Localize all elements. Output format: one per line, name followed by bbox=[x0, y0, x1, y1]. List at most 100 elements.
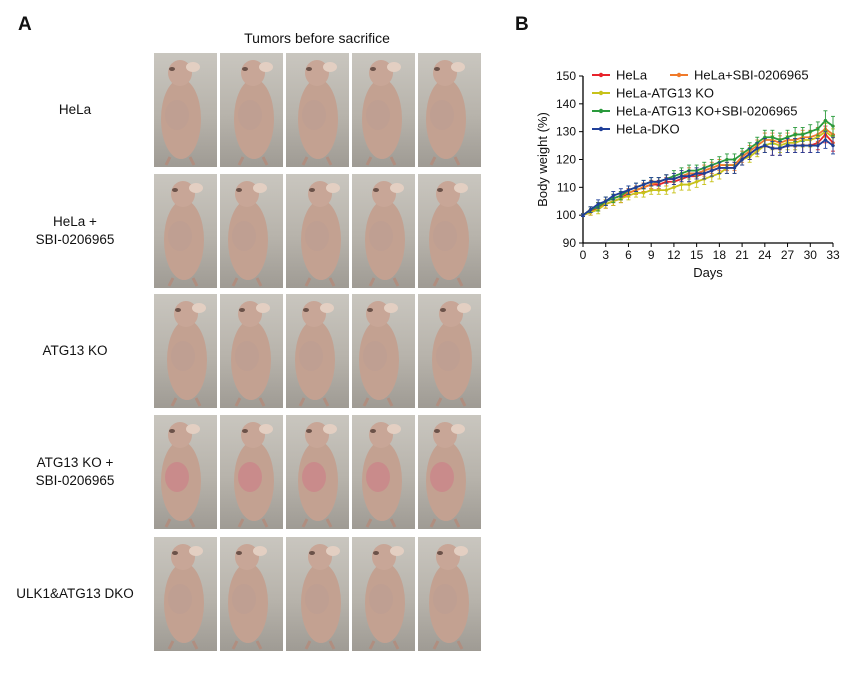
x-axis-label: Days bbox=[693, 265, 723, 280]
x-tick-label: 6 bbox=[625, 248, 632, 262]
mouse-photo bbox=[418, 174, 481, 288]
legend-marker bbox=[676, 72, 682, 78]
data-point bbox=[664, 177, 668, 181]
x-tick-label: 12 bbox=[667, 248, 681, 262]
x-tick-label: 24 bbox=[758, 248, 772, 262]
data-point bbox=[695, 171, 699, 176]
y-tick-label: 150 bbox=[556, 69, 576, 83]
data-point bbox=[611, 194, 615, 198]
row-label: HeLa bbox=[0, 101, 150, 119]
data-point bbox=[763, 143, 767, 148]
data-point bbox=[793, 143, 797, 148]
y-tick-label: 120 bbox=[556, 153, 576, 167]
x-tick-label: 33 bbox=[826, 248, 840, 262]
row-label-line: SBI-0206965 bbox=[35, 232, 115, 247]
data-point bbox=[596, 202, 600, 206]
data-point bbox=[770, 135, 774, 139]
data-point bbox=[672, 185, 676, 189]
mouse-photo bbox=[352, 174, 415, 288]
data-point bbox=[619, 191, 623, 195]
data-point bbox=[801, 132, 805, 137]
data-point bbox=[793, 132, 797, 137]
mouse-photo bbox=[220, 537, 283, 651]
legend-label: HeLa bbox=[616, 68, 648, 83]
mouse-photo bbox=[154, 537, 217, 651]
data-point bbox=[581, 213, 585, 217]
data-point bbox=[664, 188, 668, 192]
data-point bbox=[649, 180, 653, 184]
legend-label: HeLa-ATG13 KO bbox=[616, 86, 714, 101]
row-label-line: SBI-0206965 bbox=[35, 473, 115, 488]
mouse-photo bbox=[154, 415, 217, 529]
mouse-photo bbox=[220, 53, 283, 167]
mouse-photo bbox=[154, 53, 217, 167]
x-tick-label: 0 bbox=[580, 248, 587, 262]
mouse-photo bbox=[220, 415, 283, 529]
y-tick-label: 140 bbox=[556, 97, 576, 111]
data-point bbox=[642, 182, 646, 187]
row-label-line: HeLa + bbox=[53, 214, 97, 229]
mouse-photo bbox=[154, 294, 217, 408]
mouse-photo bbox=[352, 294, 415, 408]
data-point bbox=[695, 180, 699, 184]
row-label: ATG13 KO bbox=[0, 342, 150, 360]
y-tick-label: 100 bbox=[556, 208, 576, 222]
row-label-line: ATG13 KO + bbox=[36, 455, 114, 470]
data-point bbox=[657, 188, 661, 192]
data-point bbox=[626, 188, 631, 192]
data-point bbox=[687, 174, 691, 178]
mouse-photo bbox=[220, 294, 283, 408]
data-point bbox=[732, 166, 737, 170]
mouse-photo bbox=[352, 415, 415, 529]
data-point bbox=[604, 199, 608, 203]
data-point bbox=[816, 143, 820, 148]
data-point bbox=[657, 180, 661, 184]
data-point bbox=[831, 143, 835, 148]
series-line bbox=[582, 138, 834, 216]
data-point bbox=[672, 177, 676, 181]
data-point bbox=[649, 188, 653, 192]
y-axis-label: Body weight (%) bbox=[535, 112, 550, 207]
data-point bbox=[831, 124, 835, 128]
mouse-photo bbox=[286, 53, 349, 167]
mouse-photo bbox=[286, 174, 349, 288]
y-tick-label: 90 bbox=[563, 236, 577, 250]
data-point bbox=[808, 143, 812, 148]
data-point bbox=[748, 152, 752, 156]
data-point bbox=[785, 135, 790, 139]
data-point bbox=[732, 157, 737, 162]
panel-a-label: A bbox=[18, 14, 32, 35]
data-point bbox=[642, 191, 646, 195]
data-point bbox=[634, 191, 638, 195]
x-tick-label: 27 bbox=[781, 248, 795, 262]
row-label-line: ULK1&ATG13 DKO bbox=[16, 586, 134, 601]
mouse-photo bbox=[286, 415, 349, 529]
data-point bbox=[755, 146, 759, 150]
data-point bbox=[770, 146, 774, 150]
data-point bbox=[816, 135, 820, 139]
y-tick-label: 130 bbox=[556, 125, 576, 139]
data-point bbox=[717, 166, 721, 170]
data-point bbox=[823, 118, 828, 123]
panel-b-label: B bbox=[515, 14, 529, 35]
legend-marker bbox=[598, 126, 604, 132]
x-tick-label: 30 bbox=[804, 248, 818, 262]
row-label-line: HeLa bbox=[58, 102, 92, 117]
data-point bbox=[687, 182, 691, 187]
data-point bbox=[626, 194, 631, 198]
data-point bbox=[816, 127, 820, 131]
mouse-photo bbox=[418, 537, 481, 651]
data-point bbox=[679, 174, 684, 178]
data-point bbox=[763, 135, 767, 139]
series-line bbox=[582, 119, 834, 216]
x-tick-label: 18 bbox=[713, 248, 727, 262]
row-label: HeLa + SBI-0206965 bbox=[0, 213, 150, 249]
data-point bbox=[785, 143, 790, 148]
row-label: ATG13 KO + SBI-0206965 bbox=[0, 454, 150, 490]
data-point bbox=[740, 157, 744, 162]
mouse-photo bbox=[352, 53, 415, 167]
data-point bbox=[801, 143, 805, 148]
mouse-photo bbox=[286, 294, 349, 408]
mouse-photo bbox=[220, 174, 283, 288]
x-tick-label: 15 bbox=[690, 248, 704, 262]
